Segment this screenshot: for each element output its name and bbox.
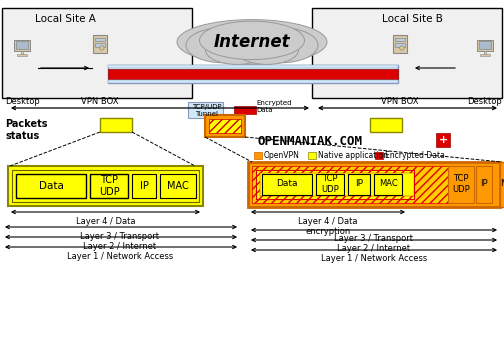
Text: Encrypted
Data: Encrypted Data — [256, 99, 291, 113]
Text: IP: IP — [480, 179, 488, 188]
Bar — [17, 54, 27, 56]
Ellipse shape — [243, 28, 318, 63]
Bar — [108, 65, 398, 83]
Bar — [132, 174, 156, 198]
Bar — [348, 174, 370, 195]
Bar — [12, 170, 199, 202]
Text: Layer 1 / Network Access: Layer 1 / Network Access — [67, 252, 173, 261]
Bar — [8, 166, 203, 206]
Bar — [108, 69, 398, 79]
Bar — [254, 152, 262, 159]
Bar — [260, 173, 414, 196]
Bar — [395, 38, 405, 41]
Bar — [500, 162, 504, 207]
Bar — [448, 166, 474, 203]
Bar — [93, 35, 107, 53]
Text: Layer 1 / Network Access: Layer 1 / Network Access — [321, 254, 427, 263]
Bar — [90, 174, 128, 198]
Text: IP: IP — [355, 179, 363, 188]
Text: Layer 2 / Internet: Layer 2 / Internet — [338, 244, 411, 253]
Bar — [2, 8, 192, 98]
Bar — [95, 43, 105, 47]
Text: Layer 4 / Data
encryption: Layer 4 / Data encryption — [298, 217, 358, 237]
Bar — [248, 162, 500, 207]
Circle shape — [400, 46, 404, 50]
Text: OpenVPN: OpenVPN — [264, 151, 300, 159]
Circle shape — [100, 46, 104, 50]
Text: Encrypted Data: Encrypted Data — [385, 151, 445, 159]
Text: Internet: Internet — [214, 33, 290, 51]
Text: TCP
UDP: TCP UDP — [99, 175, 119, 197]
Text: Local Site A: Local Site A — [35, 14, 95, 24]
Text: MAC: MAC — [379, 179, 397, 188]
Bar — [479, 41, 491, 49]
Text: Desktop: Desktop — [468, 97, 502, 106]
Text: VPN BOX: VPN BOX — [381, 97, 419, 106]
Text: Native application: Native application — [318, 151, 388, 159]
Bar — [316, 174, 344, 195]
Bar — [205, 115, 245, 137]
Text: TCP/UDP
Tunnel: TCP/UDP Tunnel — [192, 104, 222, 117]
Text: Layer 4 / Data: Layer 4 / Data — [76, 217, 135, 226]
Text: +: + — [438, 135, 448, 145]
Bar — [108, 65, 398, 68]
Text: Local Site B: Local Site B — [382, 14, 443, 24]
Text: VPN BOX: VPN BOX — [81, 97, 119, 106]
Ellipse shape — [200, 21, 304, 60]
Text: Layer 2 / Internet: Layer 2 / Internet — [84, 242, 157, 251]
Bar — [477, 40, 493, 51]
Bar — [256, 170, 414, 199]
Text: Packets
status: Packets status — [5, 119, 47, 141]
Bar — [370, 118, 402, 132]
Bar — [252, 166, 448, 203]
Text: OPENMANIAK.COM: OPENMANIAK.COM — [258, 135, 363, 148]
Text: Desktop: Desktop — [5, 97, 39, 106]
Text: Data: Data — [276, 179, 298, 188]
Bar — [393, 35, 407, 53]
Text: Data: Data — [39, 181, 64, 191]
Bar — [484, 51, 486, 54]
Bar — [209, 119, 241, 133]
Ellipse shape — [186, 28, 261, 63]
Text: Layer 3 / Transport: Layer 3 / Transport — [335, 234, 413, 243]
Text: MAC: MAC — [167, 181, 189, 191]
Bar — [188, 102, 223, 118]
Bar — [108, 80, 398, 83]
Bar — [262, 174, 312, 195]
Bar — [21, 51, 23, 54]
Bar — [480, 54, 490, 56]
Bar — [16, 41, 28, 49]
Bar — [16, 174, 86, 198]
Ellipse shape — [206, 35, 269, 64]
Bar — [160, 174, 196, 198]
Bar — [436, 133, 450, 147]
Bar — [308, 152, 316, 159]
Bar — [234, 106, 256, 114]
Bar — [374, 174, 402, 195]
Text: IP: IP — [140, 181, 149, 191]
Text: TCP
UDP: TCP UDP — [452, 174, 470, 194]
Ellipse shape — [235, 35, 298, 64]
Text: Layer 3 / Transport: Layer 3 / Transport — [81, 232, 159, 241]
Bar — [95, 38, 105, 41]
Bar — [375, 152, 383, 159]
Ellipse shape — [177, 20, 327, 64]
Bar — [14, 40, 30, 51]
Bar — [476, 166, 492, 203]
Bar — [312, 8, 502, 98]
Text: TCP
UDP: TCP UDP — [321, 174, 339, 194]
Text: MAC: MAC — [500, 179, 504, 188]
Bar — [395, 43, 405, 47]
Bar — [100, 118, 132, 132]
